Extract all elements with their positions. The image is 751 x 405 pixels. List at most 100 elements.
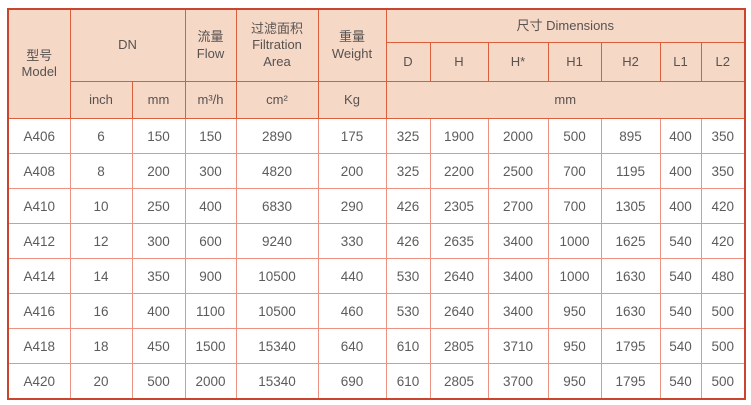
- cell-value: 700: [547, 188, 602, 224]
- cell-value: 3400: [487, 258, 549, 294]
- spec-table: 型号 Model DN 流量 Flow 过滤面积 Filtration Area…: [7, 8, 746, 400]
- table-row: A406 6 150 150 2890 175 325 1900 2000 500 895 400 35…: [7, 118, 746, 154]
- cell-value: 3400: [487, 223, 549, 259]
- header-model: 型号 Model: [7, 8, 71, 119]
- cell-value: 200: [131, 153, 186, 189]
- cell-value: 2200: [429, 153, 489, 189]
- cell-value: 950: [547, 293, 602, 329]
- cell-value: 426: [385, 188, 431, 224]
- cell-model: A416: [7, 293, 71, 329]
- cell-value: 600: [184, 223, 237, 259]
- cell-value: 10: [69, 188, 133, 224]
- header-filtration: 过滤面积 Filtration Area: [235, 8, 319, 82]
- cell-value: 540: [659, 328, 702, 364]
- cell-value: 400: [131, 293, 186, 329]
- cell-value: 330: [317, 223, 387, 259]
- cell-value: 18: [69, 328, 133, 364]
- header-dim-h1: H1: [547, 42, 602, 82]
- unit-area: cm²: [235, 81, 319, 119]
- cell-value: 2640: [429, 293, 489, 329]
- cell-value: 20: [69, 363, 133, 400]
- cell-value: 2500: [487, 153, 549, 189]
- header-dimensions-en: Dimensions: [546, 17, 615, 33]
- cell-model: A410: [7, 188, 71, 224]
- cell-value: 420: [700, 188, 746, 224]
- cell-value: 440: [317, 258, 387, 294]
- unit-weight: Kg: [317, 81, 387, 119]
- header-model-en: Model: [21, 64, 57, 79]
- table-body: A406 6 150 150 2890 175 325 1900 2000 500 895 400 35…: [7, 118, 746, 400]
- cell-value: 610: [385, 363, 431, 400]
- cell-value: 460: [317, 293, 387, 329]
- cell-value: 1630: [600, 293, 661, 329]
- cell-value: 15340: [235, 363, 319, 400]
- header-filtration-zh: 过滤面积: [250, 21, 303, 37]
- cell-value: 3400: [487, 293, 549, 329]
- unit-dn-mm: mm: [131, 81, 186, 119]
- cell-value: 400: [659, 153, 702, 189]
- cell-value: 6: [69, 118, 133, 154]
- cell-value: 950: [547, 328, 602, 364]
- cell-value: 500: [700, 328, 746, 364]
- cell-value: 3700: [487, 363, 549, 400]
- table-header: 型号 Model DN 流量 Flow 过滤面积 Filtration Area…: [7, 8, 746, 119]
- cell-value: 420: [700, 223, 746, 259]
- cell-value: 700: [547, 153, 602, 189]
- cell-value: 300: [131, 223, 186, 259]
- cell-value: 325: [385, 118, 431, 154]
- cell-value: 350: [700, 153, 746, 189]
- cell-value: 14: [69, 258, 133, 294]
- table-row: A416 16 400 1100 10500 460 530 2640 3400 950 1630 5…: [7, 293, 746, 329]
- header-flow-en: Flow: [196, 45, 225, 61]
- cell-value: 15340: [235, 328, 319, 364]
- cell-value: 2000: [184, 363, 237, 400]
- cell-value: 540: [659, 223, 702, 259]
- header-model-zh: 型号: [26, 47, 53, 63]
- unit-inch: inch: [69, 81, 133, 119]
- unit-flow: m³/h: [184, 81, 237, 119]
- cell-value: 1900: [429, 118, 489, 154]
- header-dim-h2: H2: [600, 42, 661, 82]
- cell-value: 10500: [235, 293, 319, 329]
- cell-value: 400: [659, 188, 702, 224]
- cell-value: 325: [385, 153, 431, 189]
- cell-value: 1630: [600, 258, 661, 294]
- cell-value: 2640: [429, 258, 489, 294]
- cell-model: A420: [7, 363, 71, 400]
- cell-model: A414: [7, 258, 71, 294]
- cell-value: 350: [700, 118, 746, 154]
- cell-value: 426: [385, 223, 431, 259]
- cell-value: 480: [700, 258, 746, 294]
- header-weight-en: Weight: [331, 45, 373, 61]
- cell-value: 1500: [184, 328, 237, 364]
- cell-value: 500: [700, 293, 746, 329]
- header-filtration-en: Filtration Area: [252, 37, 302, 69]
- table-row: A412 12 300 600 9240 330 426 2635 3400 1000 1625 54…: [7, 223, 746, 259]
- cell-value: 2890: [235, 118, 319, 154]
- cell-value: 250: [131, 188, 186, 224]
- cell-value: 400: [184, 188, 237, 224]
- header-row-3: inch mm m³/h cm² Kg mm: [8, 81, 746, 119]
- header-dim-hstar: H*: [487, 42, 549, 82]
- cell-value: 300: [184, 153, 237, 189]
- cell-value: 500: [131, 363, 186, 400]
- header-weight: 重量 Weight: [317, 8, 387, 82]
- cell-model: A406: [7, 118, 71, 154]
- cell-value: 175: [317, 118, 387, 154]
- table-row: A410 10 250 400 6830 290 426 2305 2700 700 1305 400…: [7, 188, 746, 224]
- cell-value: 2000: [487, 118, 549, 154]
- cell-value: 400: [659, 118, 702, 154]
- header-flow-zh: 流量: [197, 29, 224, 45]
- header-dim-d: D: [385, 42, 431, 82]
- cell-value: 500: [547, 118, 602, 154]
- cell-value: 9240: [235, 223, 319, 259]
- cell-value: 530: [385, 293, 431, 329]
- cell-value: 540: [659, 293, 702, 329]
- cell-value: 950: [547, 363, 602, 400]
- cell-value: 12: [69, 223, 133, 259]
- cell-value: 350: [131, 258, 186, 294]
- header-dim-h: H: [429, 42, 489, 82]
- cell-value: 8: [69, 153, 133, 189]
- cell-value: 2635: [429, 223, 489, 259]
